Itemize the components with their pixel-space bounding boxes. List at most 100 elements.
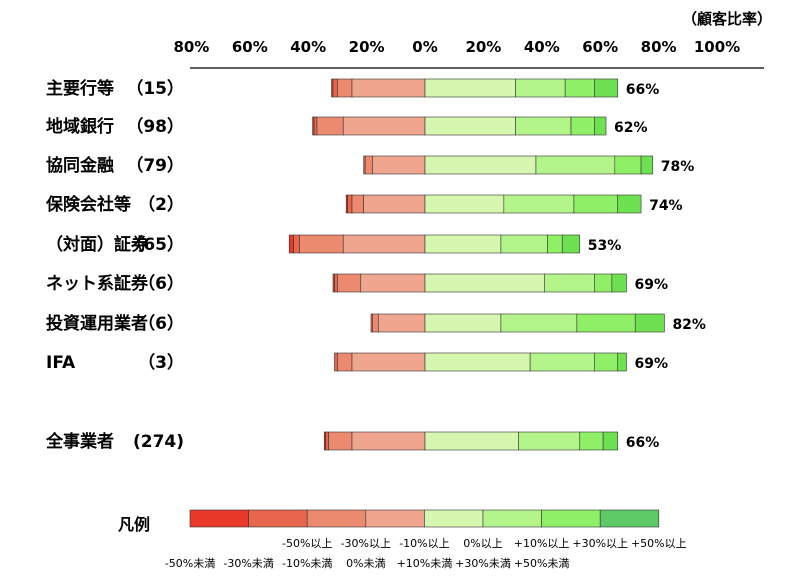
bar-segment-positive xyxy=(579,431,604,451)
bar-segment-negative xyxy=(377,313,426,333)
bar-segment-negative xyxy=(337,273,362,293)
legend-label: +30%以上 xyxy=(572,537,628,550)
bar-segment-negative xyxy=(337,78,353,98)
legend-label: -30%以上 xyxy=(341,537,391,550)
legend-label: -50%以上 xyxy=(282,537,332,550)
bar-segment-positive xyxy=(503,194,575,214)
legend-swatch xyxy=(189,509,249,528)
bar-row: IFA （3） 69% xyxy=(46,352,668,373)
legend-swatch xyxy=(541,509,601,528)
positive-share-label: 78% xyxy=(661,159,695,175)
bar-segment-negative xyxy=(293,234,300,254)
bar-segment-negative xyxy=(372,155,426,175)
row-count-label: （65） xyxy=(126,234,184,255)
row-count-label: （15） xyxy=(126,78,184,99)
bar-segment-positive xyxy=(617,352,627,372)
row-count-label: （6） xyxy=(138,313,184,334)
bar-segment-positive xyxy=(634,313,665,333)
x-tick-label: 80% xyxy=(173,38,209,56)
row-category-label: 全事業者 xyxy=(45,431,114,452)
row-category-label: ネット系証券 xyxy=(46,273,149,294)
positive-share-label: 62% xyxy=(614,120,648,136)
legend-title: 凡例 xyxy=(118,515,150,534)
x-tick-label: 60% xyxy=(582,38,618,56)
bar-row: 全事業者 (274) 66% xyxy=(45,431,659,452)
bar-segment-positive xyxy=(614,155,642,175)
bar-segment-negative xyxy=(351,78,426,98)
bar-segment-positive xyxy=(544,273,595,293)
bar-segment-positive xyxy=(500,313,578,333)
legend-label: +50%未満 xyxy=(514,557,570,570)
bar-segment-positive xyxy=(515,116,572,136)
x-tick-label: 100% xyxy=(694,38,740,56)
bar-segment-negative xyxy=(316,116,344,136)
legend-swatch xyxy=(306,509,367,528)
x-tick-label: 20% xyxy=(349,38,385,56)
positive-share-label: 69% xyxy=(634,356,668,372)
bar-segment-positive xyxy=(594,78,619,98)
bar-segment-negative xyxy=(347,194,353,214)
row-count-label: (274) xyxy=(133,432,184,452)
x-tick-label: 40% xyxy=(524,38,560,56)
legend-label: -10%以上 xyxy=(399,537,449,550)
bar-segment-positive xyxy=(573,194,619,214)
bar-segment-positive xyxy=(535,155,616,175)
bar-segment-positive xyxy=(424,194,505,214)
bar-row: 地域銀行 （98） 62% xyxy=(46,116,648,137)
bar-row: 主要行等 （15） 66% xyxy=(46,78,659,99)
bar-segment-negative xyxy=(334,352,338,372)
bar-segment-positive xyxy=(518,431,581,451)
bar-segment-negative xyxy=(325,431,329,451)
bar-segment-negative xyxy=(342,116,426,136)
row-count-label: （98） xyxy=(126,116,184,137)
row-category-label: 主要行等 xyxy=(46,78,114,99)
row-category-label: IFA xyxy=(46,353,76,373)
bar-segment-negative xyxy=(299,234,344,254)
row-count-label: （6） xyxy=(138,273,184,294)
bar-segment-positive xyxy=(424,78,516,98)
bar-segment-negative xyxy=(360,273,426,293)
bar-segment-negative xyxy=(364,155,373,175)
row-category-label: 地域銀行 xyxy=(46,116,114,137)
bar-segment-positive xyxy=(424,352,531,372)
legend-label: +30%未満 xyxy=(455,557,511,570)
row-count-label: （2） xyxy=(138,194,184,215)
bar-segment-positive xyxy=(515,78,566,98)
bar-segment-negative xyxy=(313,116,318,136)
x-tick-label: 40% xyxy=(290,38,326,56)
bar-segment-negative xyxy=(372,313,379,333)
bar-segment-negative xyxy=(351,194,364,214)
bar-segment-positive xyxy=(424,273,546,293)
legend-label: -30%未満 xyxy=(223,557,273,570)
bar-segment-positive xyxy=(500,234,548,254)
bar-segment-positive xyxy=(594,352,619,372)
legend-swatch xyxy=(424,509,484,528)
unit-label: （顧客比率） xyxy=(682,10,772,28)
bar-row: （対面）証券（65） 53% xyxy=(46,234,621,255)
bar-segment-positive xyxy=(611,273,627,293)
row-count-label: （3） xyxy=(138,352,184,373)
bar-segment-positive xyxy=(424,431,519,451)
legend-swatch xyxy=(482,509,542,528)
bar-segment-positive xyxy=(594,273,613,293)
legend-swatch xyxy=(365,509,425,528)
row-category-label: 保険会社等 xyxy=(45,194,131,215)
legend: 凡例 -50%未満 -50%以上 -30%未満 -30%以上 -10%未満 -10%以上 0… xyxy=(118,509,687,570)
bar-row: 協同金融 （79） 78% xyxy=(46,155,694,176)
x-axis-ticks: 80% 60% 40% 20% 0% 20% 40% 60% 80% 100% xyxy=(173,38,740,56)
row-category-label: 協同金融 xyxy=(46,155,114,176)
bar-segment-negative xyxy=(351,352,426,372)
legend-label: 0%以上 xyxy=(463,537,502,550)
positive-share-label: 66% xyxy=(626,435,660,451)
positive-share-label: 53% xyxy=(588,238,622,254)
bar-segment-negative xyxy=(363,194,426,214)
bar-rows: 主要行等 （15） 66% 地域銀行 （98） 62% 協同金融 （79） 78% 保険会社等 （2… xyxy=(45,78,706,452)
legend-label: -50%未満 xyxy=(165,557,215,570)
bar-segment-positive xyxy=(640,155,654,175)
bar-row: 保険会社等 （2） 74% xyxy=(45,194,683,215)
bar-segment-negative xyxy=(334,273,338,293)
bar-segment-positive xyxy=(424,234,502,254)
bar-segment-negative xyxy=(342,234,426,254)
bar-segment-positive xyxy=(547,234,563,254)
